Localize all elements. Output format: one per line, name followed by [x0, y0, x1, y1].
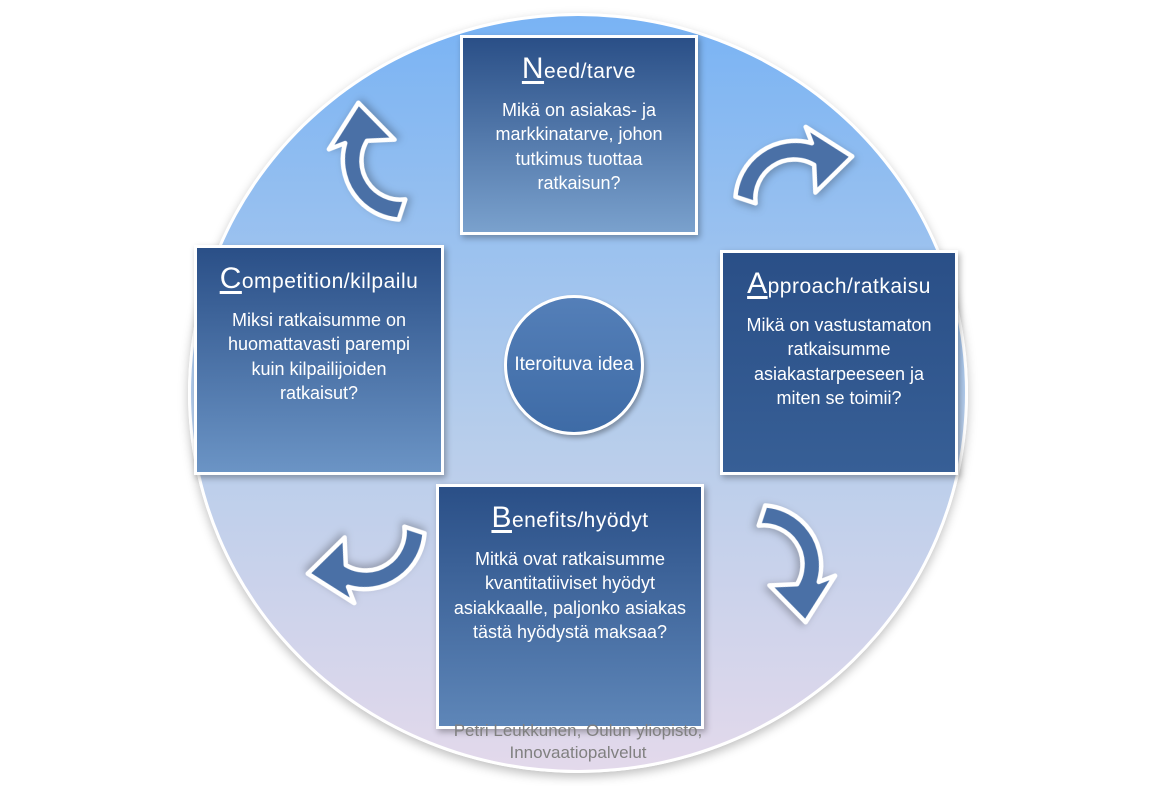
box-title-rest: pproach/ratkaisu: [768, 275, 931, 298]
box-title-benefits: Benefits/hyödyt: [491, 501, 648, 535]
box-title-cap: B: [491, 501, 512, 534]
cycle-arrow-bottom-right: [700, 468, 874, 642]
box-body-benefits: Mitkä ovat ratkaisumme kvantitatiiviset …: [449, 547, 691, 644]
box-title-cap: N: [522, 52, 544, 85]
box-benefits: Benefits/hyödyt Mitkä ovat ratkaisumme kv…: [436, 484, 704, 729]
box-title-cap: A: [747, 267, 768, 300]
box-title-approach: Approach/ratkaisu: [747, 267, 931, 301]
cycle-arrow-top-left: [290, 83, 464, 257]
attribution-text: Petri Leukkunen, Oulun yliopisto, Innova…: [408, 720, 748, 764]
center-label: Iteroituva idea: [514, 353, 633, 378]
box-title-rest: enefits/hyödyt: [512, 509, 649, 532]
box-title-rest: eed/tarve: [544, 60, 636, 83]
box-body-need: Mikä on asiakas- ja markkinatarve, johon…: [473, 98, 685, 195]
box-approach: Approach/ratkaisu Mikä on vastustamaton r…: [720, 250, 958, 475]
box-competition: Competition/kilpailu Miksi ratkaisumme on…: [194, 245, 444, 475]
box-need: Need/tarve Mikä on asiakas- ja markkinata…: [460, 35, 698, 235]
box-title-competition: Competition/kilpailu: [220, 262, 419, 296]
box-body-competition: Miksi ratkaisumme on huomattavasti parem…: [207, 308, 431, 405]
box-title-need: Need/tarve: [522, 52, 636, 86]
center-circle: Iteroituva idea: [504, 295, 644, 435]
attribution-line1: Petri Leukkunen, Oulun yliopisto,: [408, 720, 748, 742]
cycle-arrow-top-right: [698, 88, 872, 262]
attribution-line2: Innovaatiopalvelut: [408, 742, 748, 764]
box-title-cap: C: [220, 262, 242, 295]
diagram-stage: Need/tarve Mikä on asiakas- ja markkinata…: [0, 0, 1156, 786]
box-body-approach: Mikä on vastustamaton ratkaisumme asiaka…: [733, 313, 945, 410]
box-title-rest: ompetition/kilpailu: [242, 270, 418, 293]
